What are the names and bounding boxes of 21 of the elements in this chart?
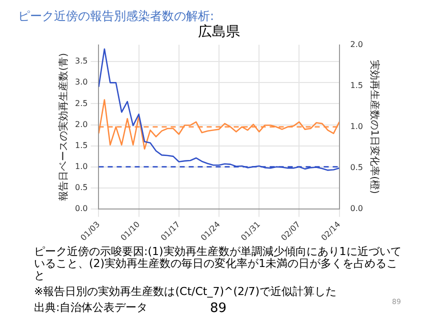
y-tick-label: 1.5 [74, 140, 88, 150]
chart-title: 広島県 [198, 24, 240, 40]
y2-tick-label: 2.0 [350, 40, 364, 49]
source-note: 出典:自治体公表データ [34, 301, 148, 314]
chart-subtitle: ピーク近傍の報告別感染者数の解析: [18, 8, 214, 24]
y-tick-label: 0.0 [74, 204, 88, 213]
y2-tick-label: 0.0 [350, 204, 364, 213]
y2-tick-label: 1.0 [350, 122, 364, 131]
y2-tick-label: 1.5 [350, 80, 364, 90]
text: ※報告日別の実効再生産数は(Ct/Ct_7)^(2/7)で近似計算した [34, 285, 338, 298]
y-tick-label: 3.0 [74, 78, 88, 87]
y-tick-label: 2.5 [74, 98, 88, 108]
y-tick-label: 0.5 [74, 182, 88, 192]
y-tick-label: 2.0 [74, 120, 88, 129]
y-tick-label: 1.0 [74, 162, 88, 171]
text: 89 [210, 301, 227, 316]
text: ピーク近傍の示唆要因:(1)実効再生産数が単調減少傾向にあり1に近づいていること、(2)実効再生産数の毎日の変化率が1未満の日が多くを占めること [34, 245, 402, 282]
y-axis-title: 報告日ベースの実効再生産数(青) [58, 52, 70, 201]
y2-axis-title: 実効再生産数の1日変化率(橙) [368, 60, 380, 194]
y-tick-label: 3.5 [74, 56, 88, 66]
y2-tick-label: 0.5 [350, 162, 364, 172]
